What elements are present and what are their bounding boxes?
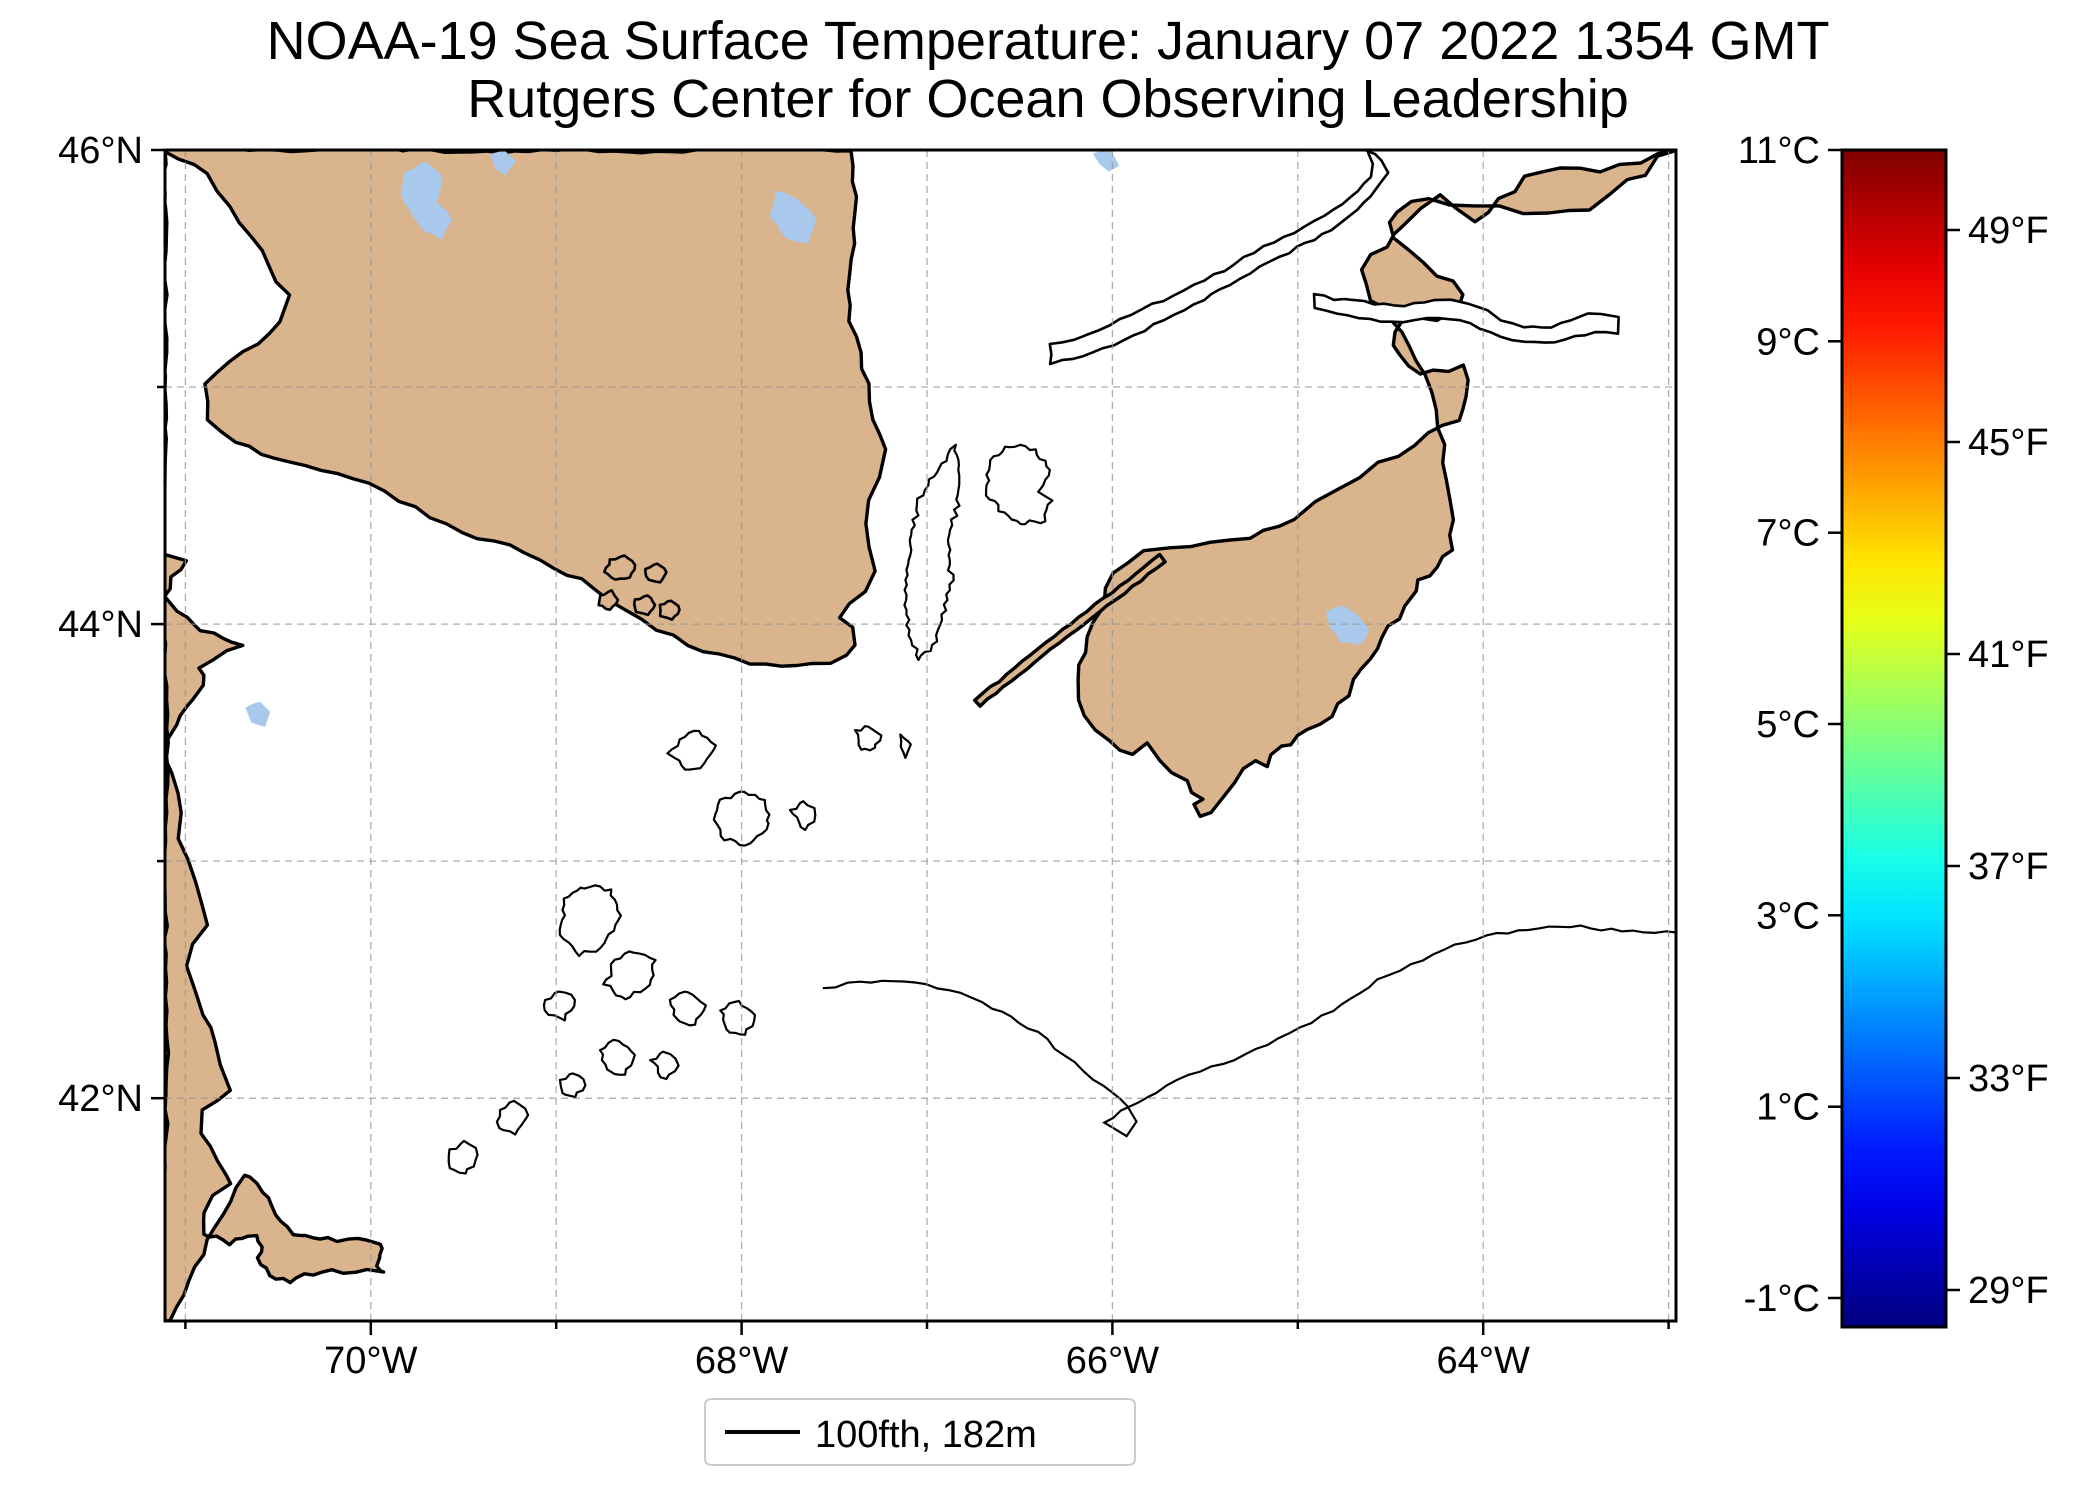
svg-text:33°F: 33°F: [1968, 1058, 2049, 1100]
svg-text:7°C: 7°C: [1756, 513, 1820, 555]
svg-text:49°F: 49°F: [1968, 210, 2049, 252]
svg-text:68°W: 68°W: [695, 1340, 788, 1382]
svg-text:5°C: 5°C: [1756, 704, 1820, 746]
svg-text:-1°C: -1°C: [1744, 1278, 1820, 1320]
svg-text:42°N: 42°N: [58, 1078, 143, 1120]
svg-text:29°F: 29°F: [1968, 1270, 2049, 1312]
svg-text:45°F: 45°F: [1968, 422, 2049, 464]
svg-text:3°C: 3°C: [1756, 895, 1820, 937]
svg-text:11°C: 11°C: [1738, 130, 1820, 172]
svg-text:66°W: 66°W: [1066, 1340, 1159, 1382]
svg-text:37°F: 37°F: [1968, 846, 2049, 888]
svg-text:100fth, 182m: 100fth, 182m: [815, 1414, 1037, 1456]
svg-text:64°W: 64°W: [1437, 1340, 1530, 1382]
svg-text:41°F: 41°F: [1968, 634, 2049, 676]
svg-text:44°N: 44°N: [58, 604, 143, 646]
svg-text:70°W: 70°W: [324, 1340, 417, 1382]
svg-text:9°C: 9°C: [1756, 321, 1820, 363]
svg-text:46°N: 46°N: [58, 130, 143, 172]
svg-text:1°C: 1°C: [1756, 1087, 1820, 1129]
